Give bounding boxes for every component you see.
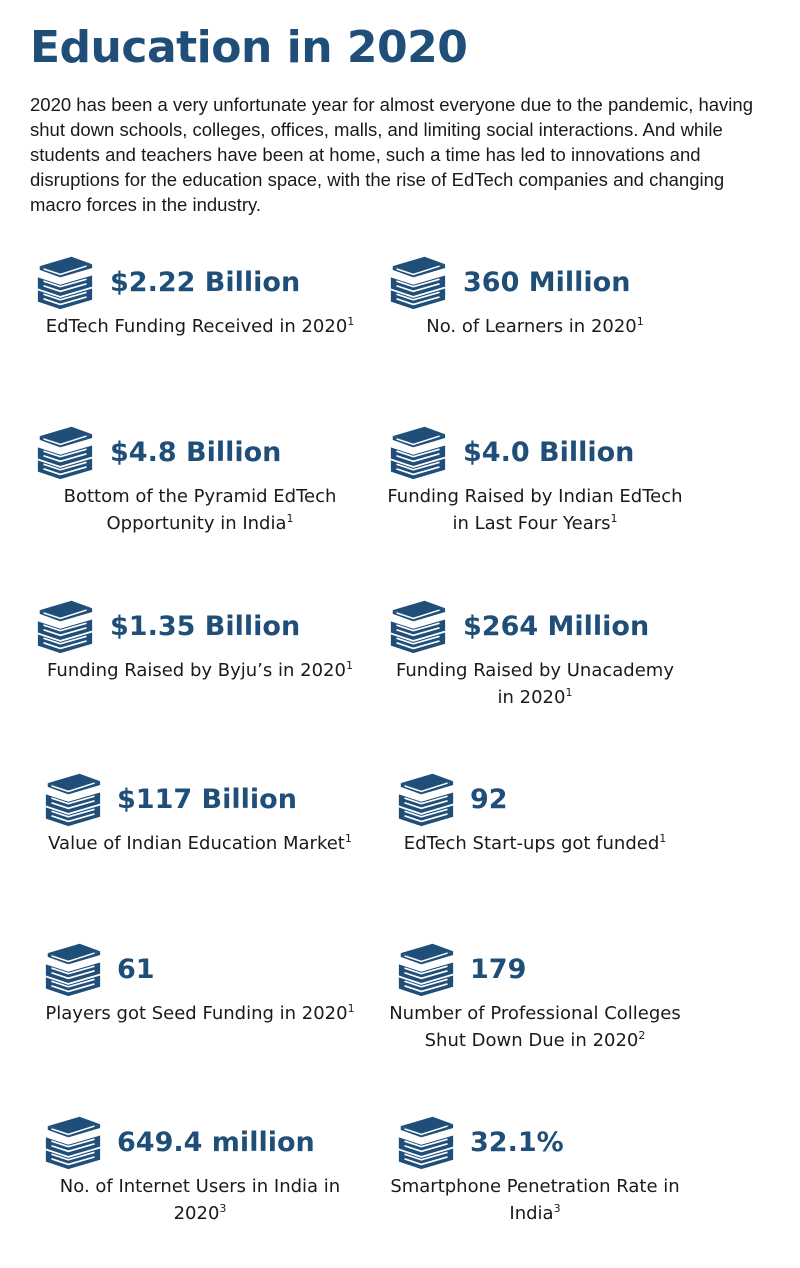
stat-card: $2.22 Billion EdTech Funding Received in… [20,253,380,340]
stat-card: 32.1% Smartphone Penetration Rate in Ind… [355,1113,715,1227]
books-stack-icon [385,597,451,655]
stat-label: EdTech Start-ups got funded1 [403,832,667,854]
stat-value: 32.1% [470,1127,564,1158]
books-stack-icon [40,770,106,828]
books-stack-icon [32,597,98,655]
books-stack-icon [393,770,459,828]
stat-value: $4.0 Billion [463,437,635,468]
books-stack-icon [32,423,98,481]
books-stack-icon [393,940,459,998]
books-stack-icon [40,940,106,998]
stat-card: 92 EdTech Start-ups got funded1 [355,770,715,857]
books-stack-icon [393,1113,459,1171]
stat-label: Players got Seed Funding in 20201 [45,1002,355,1024]
page-title: Education in 2020 [30,22,468,73]
stat-card: $264 Million Funding Raised by Unacademy… [355,597,715,711]
stat-label: Funding Raised by Byju’s in 20201 [47,659,353,681]
stat-value: $264 Million [463,611,650,642]
stat-card: $117 Billion Value of Indian Education M… [20,770,380,857]
stat-label: Funding Raised by Unacademy in 20201 [396,660,674,708]
stat-card: 360 Million No. of Learners in 20201 [355,253,715,340]
stat-label: EdTech Funding Received in 20201 [45,315,355,337]
books-stack-icon [40,1113,106,1171]
stat-value: 649.4 million [117,1127,315,1158]
books-stack-icon [32,253,98,311]
stat-card: $4.8 Billion Bottom of the Pyramid EdTec… [20,423,380,537]
stat-value: 92 [470,784,508,815]
stat-value: $117 Billion [117,784,297,815]
stat-value: 360 Million [463,267,631,298]
stat-label: Funding Raised by Indian EdTech in Last … [387,486,683,534]
stat-label: Smartphone Penetration Rate in India3 [390,1176,680,1224]
stat-label: Number of Professional Colleges Shut Dow… [389,1003,681,1051]
books-stack-icon [385,423,451,481]
stat-value: 61 [117,954,155,985]
stat-value: $2.22 Billion [110,267,301,298]
stat-value: $4.8 Billion [110,437,282,468]
intro-paragraph: 2020 has been a very unfortunate year fo… [30,94,753,215]
stat-value: 179 [470,954,527,985]
stat-card: 179 Number of Professional Colleges Shut… [355,940,715,1054]
stat-label: No. of Learners in 20201 [426,315,644,337]
books-stack-icon [385,253,451,311]
stat-label: No. of Internet Users in India in 20203 [59,1176,341,1224]
stat-value: $1.35 Billion [110,611,301,642]
stat-label: Value of Indian Education Market1 [48,832,352,854]
stat-card: $1.35 Billion Funding Raised by Byju’s i… [20,597,380,684]
stat-card: $4.0 Billion Funding Raised by Indian Ed… [355,423,715,537]
stat-card: 61 Players got Seed Funding in 20201 [20,940,380,1027]
stat-card: 649.4 million No. of Internet Users in I… [20,1113,380,1227]
stat-label: Bottom of the Pyramid EdTech Opportunity… [63,486,337,534]
